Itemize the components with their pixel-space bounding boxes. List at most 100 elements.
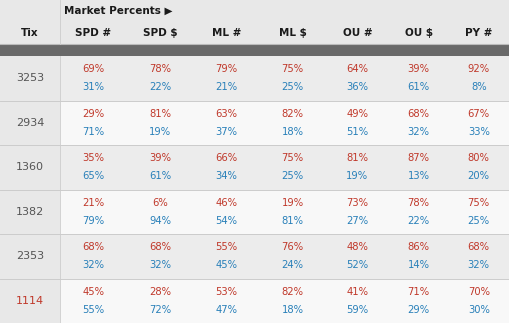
Text: 47%: 47% bbox=[215, 305, 238, 315]
Text: 81%: 81% bbox=[149, 109, 171, 119]
Text: 45%: 45% bbox=[215, 260, 238, 270]
Text: 6%: 6% bbox=[152, 198, 168, 208]
Text: 80%: 80% bbox=[468, 153, 490, 163]
Text: 2934: 2934 bbox=[16, 118, 44, 128]
Bar bbox=[0, 56, 509, 100]
Text: 92%: 92% bbox=[468, 64, 490, 74]
Text: 79%: 79% bbox=[215, 64, 238, 74]
Text: 2353: 2353 bbox=[16, 251, 44, 261]
Bar bbox=[0, 100, 60, 145]
Text: 72%: 72% bbox=[149, 305, 171, 315]
Text: 49%: 49% bbox=[346, 109, 369, 119]
Text: 68%: 68% bbox=[408, 109, 430, 119]
Text: 46%: 46% bbox=[215, 198, 238, 208]
Text: 52%: 52% bbox=[346, 260, 369, 270]
Text: 36%: 36% bbox=[346, 82, 369, 92]
Text: 68%: 68% bbox=[149, 242, 171, 252]
Text: 68%: 68% bbox=[82, 242, 104, 252]
Text: 32%: 32% bbox=[468, 260, 490, 270]
Text: SPD $: SPD $ bbox=[143, 28, 178, 38]
Text: 81%: 81% bbox=[346, 153, 369, 163]
Text: 34%: 34% bbox=[216, 171, 237, 181]
Text: 39%: 39% bbox=[408, 64, 430, 74]
Text: 24%: 24% bbox=[281, 260, 304, 270]
Text: 33%: 33% bbox=[468, 127, 490, 137]
Text: 71%: 71% bbox=[82, 127, 104, 137]
Text: 25%: 25% bbox=[468, 216, 490, 226]
Text: 30%: 30% bbox=[468, 305, 490, 315]
Text: 66%: 66% bbox=[215, 153, 238, 163]
Text: 51%: 51% bbox=[346, 127, 369, 137]
Text: 61%: 61% bbox=[149, 171, 171, 181]
Bar bbox=[0, 44, 509, 56]
Text: 78%: 78% bbox=[149, 64, 171, 74]
Bar bbox=[0, 22, 509, 44]
Text: 79%: 79% bbox=[82, 216, 104, 226]
Text: 8%: 8% bbox=[471, 82, 487, 92]
Bar bbox=[0, 190, 60, 234]
Text: SPD #: SPD # bbox=[75, 28, 111, 38]
Text: OU $: OU $ bbox=[405, 28, 433, 38]
Text: 25%: 25% bbox=[281, 82, 304, 92]
Bar bbox=[0, 278, 60, 323]
Bar bbox=[0, 234, 509, 278]
Text: 63%: 63% bbox=[215, 109, 238, 119]
Text: PY #: PY # bbox=[465, 28, 492, 38]
Text: 78%: 78% bbox=[408, 198, 430, 208]
Bar bbox=[0, 278, 509, 323]
Text: 70%: 70% bbox=[468, 287, 490, 297]
Text: 81%: 81% bbox=[281, 216, 304, 226]
Text: 29%: 29% bbox=[408, 305, 430, 315]
Text: 32%: 32% bbox=[149, 260, 171, 270]
Bar bbox=[0, 145, 60, 190]
Text: 22%: 22% bbox=[408, 216, 430, 226]
Text: 32%: 32% bbox=[82, 260, 104, 270]
Bar bbox=[0, 100, 509, 145]
Bar bbox=[0, 234, 60, 278]
Text: 1360: 1360 bbox=[16, 162, 44, 172]
Text: 25%: 25% bbox=[281, 171, 304, 181]
Text: 55%: 55% bbox=[215, 242, 238, 252]
Text: 21%: 21% bbox=[82, 198, 104, 208]
Bar bbox=[0, 190, 509, 234]
Text: 22%: 22% bbox=[149, 82, 171, 92]
Text: 75%: 75% bbox=[281, 64, 304, 74]
Text: 94%: 94% bbox=[149, 216, 171, 226]
Text: 35%: 35% bbox=[82, 153, 104, 163]
Text: 73%: 73% bbox=[346, 198, 369, 208]
Text: 28%: 28% bbox=[149, 287, 171, 297]
Text: 45%: 45% bbox=[82, 287, 104, 297]
Text: 71%: 71% bbox=[408, 287, 430, 297]
Bar bbox=[0, 56, 60, 100]
Text: 37%: 37% bbox=[215, 127, 238, 137]
Bar bbox=[0, 0, 509, 22]
Text: 20%: 20% bbox=[468, 171, 490, 181]
Text: 53%: 53% bbox=[215, 287, 238, 297]
Text: Market Percents ▶: Market Percents ▶ bbox=[64, 6, 173, 16]
Text: 19%: 19% bbox=[346, 171, 369, 181]
Text: 67%: 67% bbox=[468, 109, 490, 119]
Text: 1382: 1382 bbox=[16, 207, 44, 217]
Text: 18%: 18% bbox=[281, 127, 304, 137]
Text: 64%: 64% bbox=[346, 64, 369, 74]
Text: 39%: 39% bbox=[149, 153, 171, 163]
Text: 55%: 55% bbox=[82, 305, 104, 315]
Text: 31%: 31% bbox=[82, 82, 104, 92]
Text: 75%: 75% bbox=[468, 198, 490, 208]
Text: 65%: 65% bbox=[82, 171, 104, 181]
Bar bbox=[0, 145, 509, 190]
Text: 19%: 19% bbox=[149, 127, 171, 137]
Text: 48%: 48% bbox=[347, 242, 368, 252]
Text: 19%: 19% bbox=[281, 198, 304, 208]
Text: Tix: Tix bbox=[21, 28, 39, 38]
Text: ML #: ML # bbox=[212, 28, 241, 38]
Text: 76%: 76% bbox=[281, 242, 304, 252]
Text: 29%: 29% bbox=[82, 109, 104, 119]
Text: 59%: 59% bbox=[346, 305, 369, 315]
Text: 27%: 27% bbox=[346, 216, 369, 226]
Text: ML $: ML $ bbox=[279, 28, 306, 38]
Text: 14%: 14% bbox=[408, 260, 430, 270]
Text: 13%: 13% bbox=[408, 171, 430, 181]
Text: 3253: 3253 bbox=[16, 73, 44, 83]
Text: 61%: 61% bbox=[408, 82, 430, 92]
